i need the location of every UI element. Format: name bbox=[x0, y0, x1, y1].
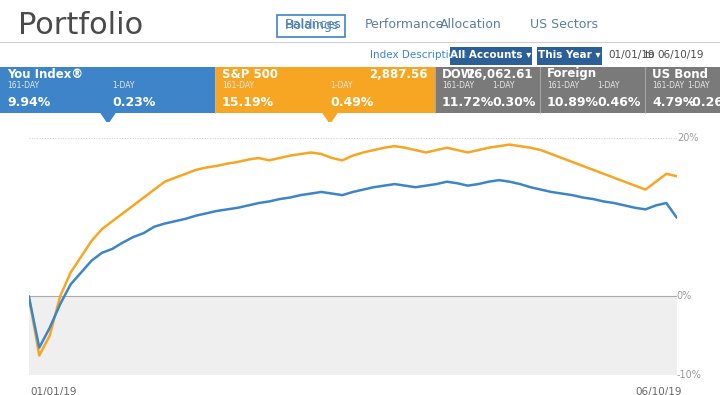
Text: 4.79%: 4.79% bbox=[652, 96, 696, 109]
FancyBboxPatch shape bbox=[0, 67, 215, 113]
Text: 15.19%: 15.19% bbox=[222, 96, 274, 109]
FancyBboxPatch shape bbox=[645, 67, 720, 113]
Text: 9.94%: 9.94% bbox=[7, 96, 50, 109]
Text: 1-DAY: 1-DAY bbox=[688, 81, 710, 90]
Text: 26,062.61: 26,062.61 bbox=[467, 68, 533, 81]
Text: 161-DAY: 161-DAY bbox=[547, 81, 579, 90]
Text: 0.46%: 0.46% bbox=[598, 96, 641, 109]
FancyBboxPatch shape bbox=[277, 15, 345, 37]
FancyBboxPatch shape bbox=[215, 67, 435, 113]
Polygon shape bbox=[101, 113, 115, 123]
Text: You Index®: You Index® bbox=[7, 68, 83, 81]
Text: Index Descriptions: Index Descriptions bbox=[370, 50, 467, 60]
Bar bbox=[29, 296, 677, 375]
Polygon shape bbox=[323, 113, 337, 123]
FancyBboxPatch shape bbox=[540, 67, 645, 113]
Text: 06/10/19: 06/10/19 bbox=[635, 387, 682, 395]
Text: 1-DAY: 1-DAY bbox=[330, 81, 353, 90]
Text: US Bond: US Bond bbox=[652, 68, 708, 81]
Text: This Year ▾: This Year ▾ bbox=[538, 50, 600, 60]
Text: All Accounts ▾: All Accounts ▾ bbox=[450, 50, 531, 60]
Text: -10%: -10% bbox=[677, 370, 702, 380]
Text: 161-DAY: 161-DAY bbox=[652, 81, 684, 90]
Text: 1-DAY: 1-DAY bbox=[492, 81, 515, 90]
Text: 2,887.56: 2,887.56 bbox=[369, 68, 428, 81]
Text: Foreign: Foreign bbox=[547, 68, 597, 81]
Text: 161-DAY: 161-DAY bbox=[442, 81, 474, 90]
Text: 01/01/19: 01/01/19 bbox=[31, 387, 77, 395]
Text: 01/01/19: 01/01/19 bbox=[608, 50, 654, 60]
Text: 0.49%: 0.49% bbox=[330, 96, 374, 109]
Text: to: to bbox=[645, 50, 655, 60]
FancyBboxPatch shape bbox=[435, 67, 540, 113]
Text: DOW: DOW bbox=[442, 68, 474, 81]
FancyBboxPatch shape bbox=[450, 47, 532, 65]
Text: 0%: 0% bbox=[677, 291, 692, 301]
Text: 161-DAY: 161-DAY bbox=[7, 81, 39, 90]
Text: S&P 500: S&P 500 bbox=[222, 68, 278, 81]
Text: 1-DAY: 1-DAY bbox=[598, 81, 620, 90]
Text: Performance: Performance bbox=[365, 19, 444, 32]
Text: 10.89%: 10.89% bbox=[547, 96, 599, 109]
Text: Holdings: Holdings bbox=[285, 19, 339, 32]
Text: 0.30%: 0.30% bbox=[492, 96, 536, 109]
Text: Allocation: Allocation bbox=[440, 19, 502, 32]
Text: Balances: Balances bbox=[285, 19, 342, 32]
FancyBboxPatch shape bbox=[537, 47, 602, 65]
Text: 20%: 20% bbox=[677, 133, 698, 143]
Text: US Sectors: US Sectors bbox=[530, 19, 598, 32]
Text: Portfolio: Portfolio bbox=[18, 11, 143, 40]
Text: -0.26%: -0.26% bbox=[688, 96, 720, 109]
Text: 1-DAY: 1-DAY bbox=[112, 81, 135, 90]
Text: 161-DAY: 161-DAY bbox=[222, 81, 254, 90]
Text: 0.23%: 0.23% bbox=[112, 96, 156, 109]
Text: 06/10/19: 06/10/19 bbox=[657, 50, 703, 60]
Text: 11.72%: 11.72% bbox=[442, 96, 494, 109]
